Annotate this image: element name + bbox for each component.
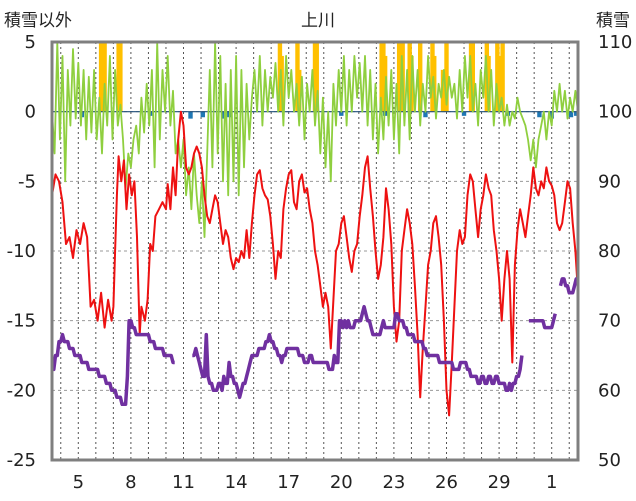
- precipitation-bar: [440, 69, 446, 112]
- sunshine-or-wind-line: [51, 41, 579, 238]
- precipitation-bar: [495, 42, 500, 112]
- minor-below-zero-bar: [574, 111, 579, 116]
- left-tick-label: -20: [7, 380, 36, 401]
- snow-depth-line: [192, 304, 524, 400]
- plot-frame: [50, 40, 580, 462]
- minor-below-zero-bar: [568, 111, 574, 118]
- right-tick-label: 80: [598, 241, 621, 262]
- x-tick-label: 20: [330, 472, 353, 493]
- precipitation-bar: [297, 69, 302, 112]
- right-tick-label: 110: [598, 32, 632, 53]
- chart-marks: [51, 41, 579, 417]
- x-tick-label: 17: [277, 472, 300, 493]
- minor-below-zero-bar: [221, 111, 227, 119]
- left-tick-label: -10: [7, 241, 36, 262]
- precipitation-bar: [418, 42, 423, 112]
- precipitation-bar: [500, 42, 505, 112]
- left-tick-label: -5: [18, 171, 36, 192]
- x-tick-label: 29: [488, 472, 511, 493]
- precipitation-bar: [444, 42, 449, 112]
- right-tick-label: 90: [598, 171, 621, 192]
- left-axis-label: 積雪以外: [4, 11, 72, 31]
- precipitation-bar: [102, 42, 107, 112]
- x-tick-label: 26: [435, 472, 458, 493]
- precipitation-bar: [118, 42, 123, 112]
- right-axis-label: 積雪: [596, 11, 630, 31]
- x-tick-label: 5: [73, 472, 84, 493]
- x-tick-label: 14: [225, 472, 248, 493]
- x-tick-label: 11: [172, 472, 195, 493]
- minor-below-zero-bar: [188, 111, 193, 119]
- precipitation-bar: [486, 55, 491, 112]
- snow-depth-line: [52, 318, 175, 407]
- left-tick-label: 5: [25, 32, 36, 53]
- x-tick-label: 8: [125, 472, 136, 493]
- chart-title: 上川: [301, 11, 335, 31]
- right-tick-label: 60: [598, 380, 621, 401]
- minor-below-zero-bar: [339, 111, 344, 116]
- temperature-line: [51, 110, 579, 417]
- minor-below-zero-bar: [461, 111, 467, 116]
- precipitation-bar: [314, 42, 319, 112]
- minor-below-zero-bar: [200, 111, 205, 118]
- x-tick-label: 1: [546, 472, 557, 493]
- left-tick-label: -25: [7, 450, 36, 471]
- right-tick-label: 50: [598, 450, 621, 471]
- snow-depth-line: [528, 313, 557, 330]
- minor-below-zero-bar: [537, 111, 542, 118]
- right-tick-label: 70: [598, 311, 621, 332]
- precipitation-bar: [470, 42, 475, 112]
- minor-below-zero-bar: [423, 111, 428, 118]
- right-tick-label: 100: [598, 102, 632, 123]
- x-tick-label: 23: [382, 472, 405, 493]
- left-tick-label: 0: [25, 102, 36, 123]
- snow-depth-line: [558, 277, 578, 295]
- left-tick-label: -15: [7, 311, 36, 332]
